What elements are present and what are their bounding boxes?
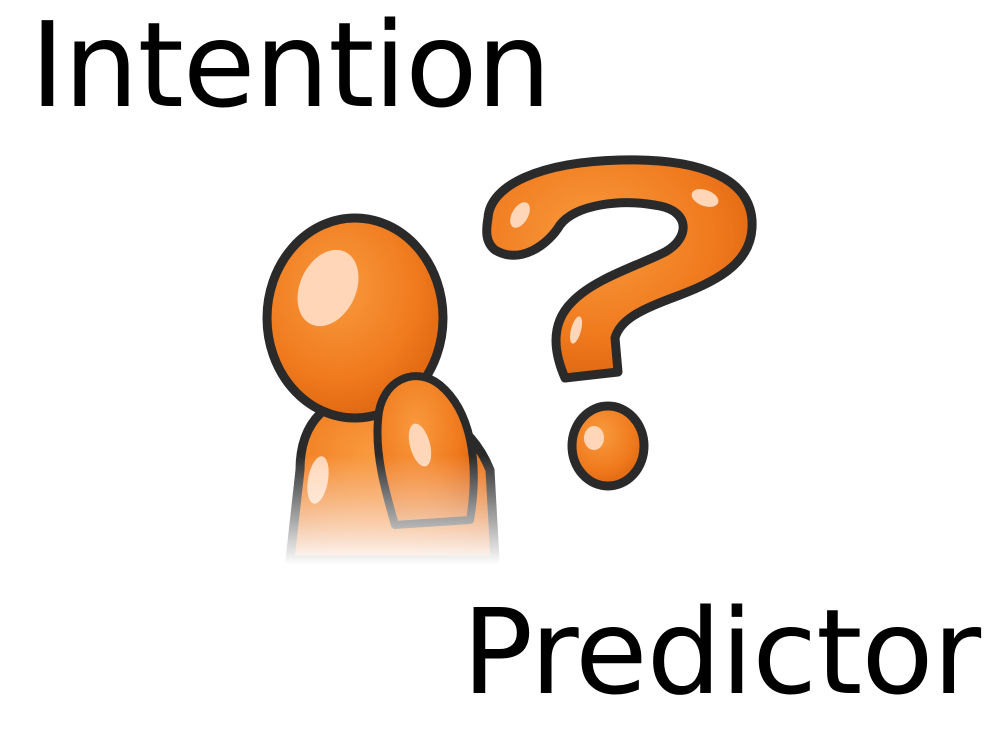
head-highlight [297,249,359,327]
question-curve [482,155,757,383]
question-highlight-2 [691,189,719,207]
thinking-person-icon [262,213,520,565]
question-dot [567,401,649,491]
question-highlight [510,202,530,228]
question-mark-icon [482,155,757,491]
title-top: Intention [30,0,551,134]
fade-overlay [270,455,520,565]
question-highlight-3 [569,316,583,344]
title-bottom: Predictor [462,583,981,721]
dot-highlight [584,426,604,450]
